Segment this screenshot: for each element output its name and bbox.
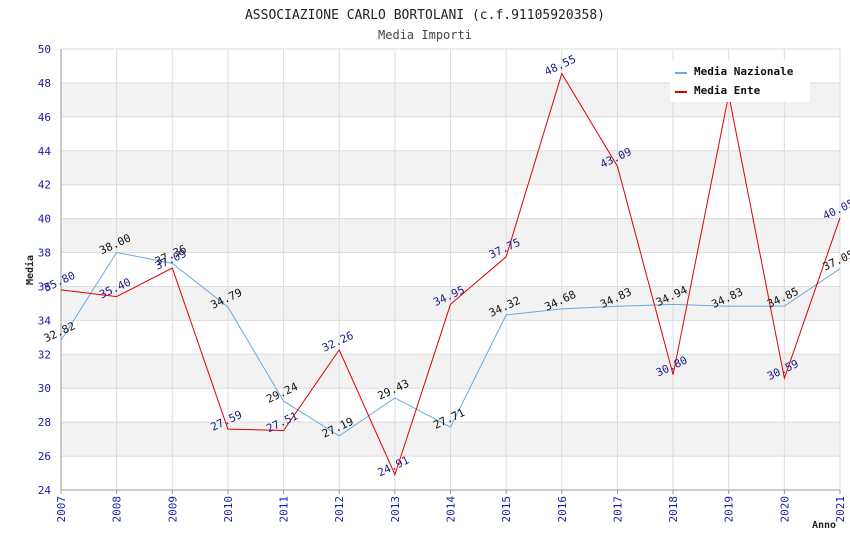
chart-title: ASSOCIAZIONE CARLO BORTOLANI (c.f.911059… xyxy=(245,8,605,23)
x-tick-label: 2017 xyxy=(611,496,624,523)
y-tick-label: 24 xyxy=(38,484,52,497)
chart-subtitle: Media Importi xyxy=(378,28,472,42)
x-tick-label: 2009 xyxy=(166,496,179,523)
y-tick-label: 48 xyxy=(38,77,51,90)
x-tick-label: 2013 xyxy=(389,496,402,523)
x-tick-label: 2020 xyxy=(778,496,791,523)
y-tick-label: 44 xyxy=(38,145,52,158)
x-tick-label: 2021 xyxy=(834,496,847,523)
x-tick-label: 2014 xyxy=(445,496,458,523)
legend-box xyxy=(670,60,810,102)
legend-label-nazionale: Media Nazionale xyxy=(694,65,794,78)
legend-label-ente: Media Ente xyxy=(694,84,761,97)
x-tick-label: 2019 xyxy=(723,496,736,523)
data-label: 24.91 xyxy=(376,454,412,480)
x-tick-label: 2007 xyxy=(55,496,68,523)
y-tick-label: 42 xyxy=(38,179,51,192)
y-tick-label: 28 xyxy=(38,416,51,429)
y-tick-label: 50 xyxy=(38,43,51,56)
y-tick-label: 30 xyxy=(38,382,51,395)
x-tick-label: 2012 xyxy=(333,496,346,523)
x-tick-label: 2016 xyxy=(556,496,569,523)
tick-labels: 24 26 28 30 32 34 36 38 40 42 44 46 48 50 2007 2008 2009… xyxy=(38,43,847,523)
x-axis-label: Anno xyxy=(812,520,836,531)
series-lines xyxy=(60,72,841,476)
series-line-ente xyxy=(60,72,841,476)
y-axis-label: Media xyxy=(24,255,36,285)
series-line-nazionale xyxy=(60,251,841,437)
y-tick-label: 38 xyxy=(38,247,51,260)
legend: Media Nazionale Media Ente xyxy=(670,60,810,102)
y-tick-label: 46 xyxy=(38,111,51,124)
y-tick-label: 32 xyxy=(38,348,51,361)
data-label: 32.26 xyxy=(320,329,356,355)
x-tick-label: 2010 xyxy=(222,496,235,523)
x-tick-label: 2008 xyxy=(111,496,124,523)
x-tick-label: 2015 xyxy=(500,496,513,523)
gridlines xyxy=(60,48,841,491)
y-tick-label: 26 xyxy=(38,450,51,463)
x-tick-label: 2018 xyxy=(667,496,680,523)
y-tick-label: 40 xyxy=(38,213,51,226)
x-tick-label: 2011 xyxy=(278,496,291,523)
axes xyxy=(60,49,841,494)
data-label: 48.55 xyxy=(543,53,579,79)
y-tick-label: 36 xyxy=(38,280,51,293)
y-tick-label: 34 xyxy=(38,314,52,327)
